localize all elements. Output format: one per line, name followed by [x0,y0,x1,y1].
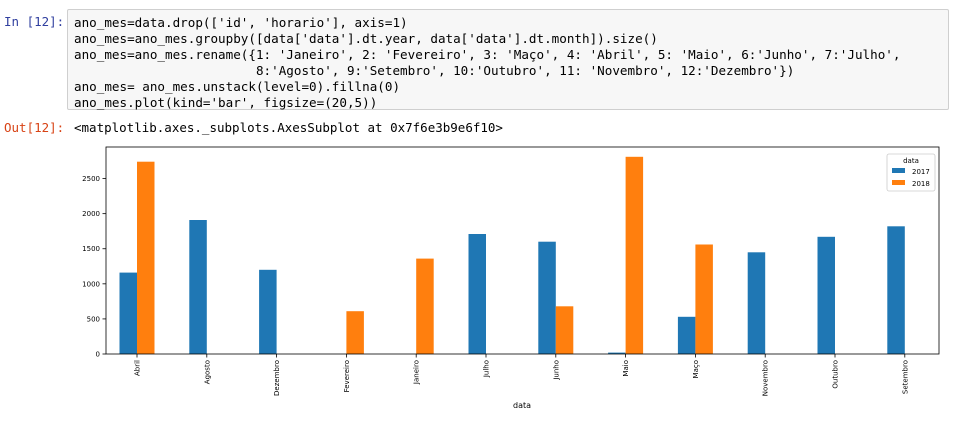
bar-2017-Abril [119,272,137,354]
x-tick-label: Fevereiro [343,360,351,392]
bar-2018-Janeiro [416,258,434,354]
legend-swatch-2017 [892,168,905,173]
x-tick-label: Janeiro [413,360,421,385]
bar-2017-Setembro [887,226,905,354]
code-line: ano_mes.plot(kind='bar', figsize=(20,5)) [74,95,378,111]
bars-group [119,156,905,354]
code-block[interactable]: ano_mes=data.drop(['id', 'horario'], axi… [74,15,900,112]
bar-2017-Junho [538,241,556,354]
code-line: 8:'Agosto', 9:'Setembro', 10:'Outubro', … [74,63,795,79]
code-line: ano_mes=data.drop(['id', 'horario'], axi… [74,15,408,30]
y-tick-label: 2000 [82,210,100,218]
x-axis-label: data [513,401,531,410]
input-prompt: In [12]: [4,14,65,29]
x-tick-label: Junho [552,360,560,381]
code-line: ano_mes=ano_mes.groupby([data['data'].dt… [74,31,658,47]
x-tick-label: Maço [692,360,700,378]
legend: data 2017 2018 [886,153,936,192]
bar-2017-Dezembro [259,269,277,354]
output-repr-text: <matplotlib.axes._subplots.AxesSubplot a… [74,120,503,135]
y-tick-label: 500 [87,315,100,323]
y-tick-label: 0 [96,351,100,359]
bar-2017-Agosto [189,220,207,354]
x-tick-label: Setembro [901,360,909,394]
bar-2018-Maço [695,244,713,354]
y-tick-label: 1500 [82,245,100,253]
legend-label-2018: 2018 [912,180,930,188]
x-tick-label: Agosto [203,360,211,384]
bar-2018-Fevereiro [346,311,364,354]
y-ticks: 0 500 1000 1500 2000 2500 [82,175,106,359]
legend-swatch-2018 [892,180,905,185]
axes-frame [105,146,940,355]
bar-2018-Abril [137,161,155,354]
x-ticks: Abril Agosto Dezembro Fevereiro Janeiro Julho… [134,354,909,396]
bar-2018-Maio [625,156,644,354]
legend-title: data [903,157,919,165]
x-tick-label: Julho [483,360,491,378]
output-prompt: Out[12]: [4,120,65,135]
bar-2017-Novembro [747,252,766,354]
code-line: ano_mes= ano_mes.unstack(level=0).fillna… [74,79,401,95]
bar-2017-Maio [608,352,626,354]
bar-2017-Maço [677,316,696,354]
bar-2018-Junho [555,306,574,354]
y-tick-label: 2500 [82,175,100,183]
bar-2017-Julho [468,234,486,354]
code-input-area[interactable]: ano_mes=data.drop(['id', 'horario'], axi… [67,9,949,110]
x-tick-label: Outubro [832,360,840,389]
y-tick-label: 1000 [82,280,100,288]
x-tick-label: Maio [622,360,630,377]
x-tick-label: Abril [134,360,142,376]
legend-label-2017: 2017 [912,168,930,176]
code-line: ano_mes=ano_mes.rename({1: 'Janeiro', 2:… [74,47,901,63]
bar-2017-Outubro [817,236,835,354]
x-tick-label: Novembro [762,360,770,396]
x-tick-label: Dezembro [273,360,281,396]
